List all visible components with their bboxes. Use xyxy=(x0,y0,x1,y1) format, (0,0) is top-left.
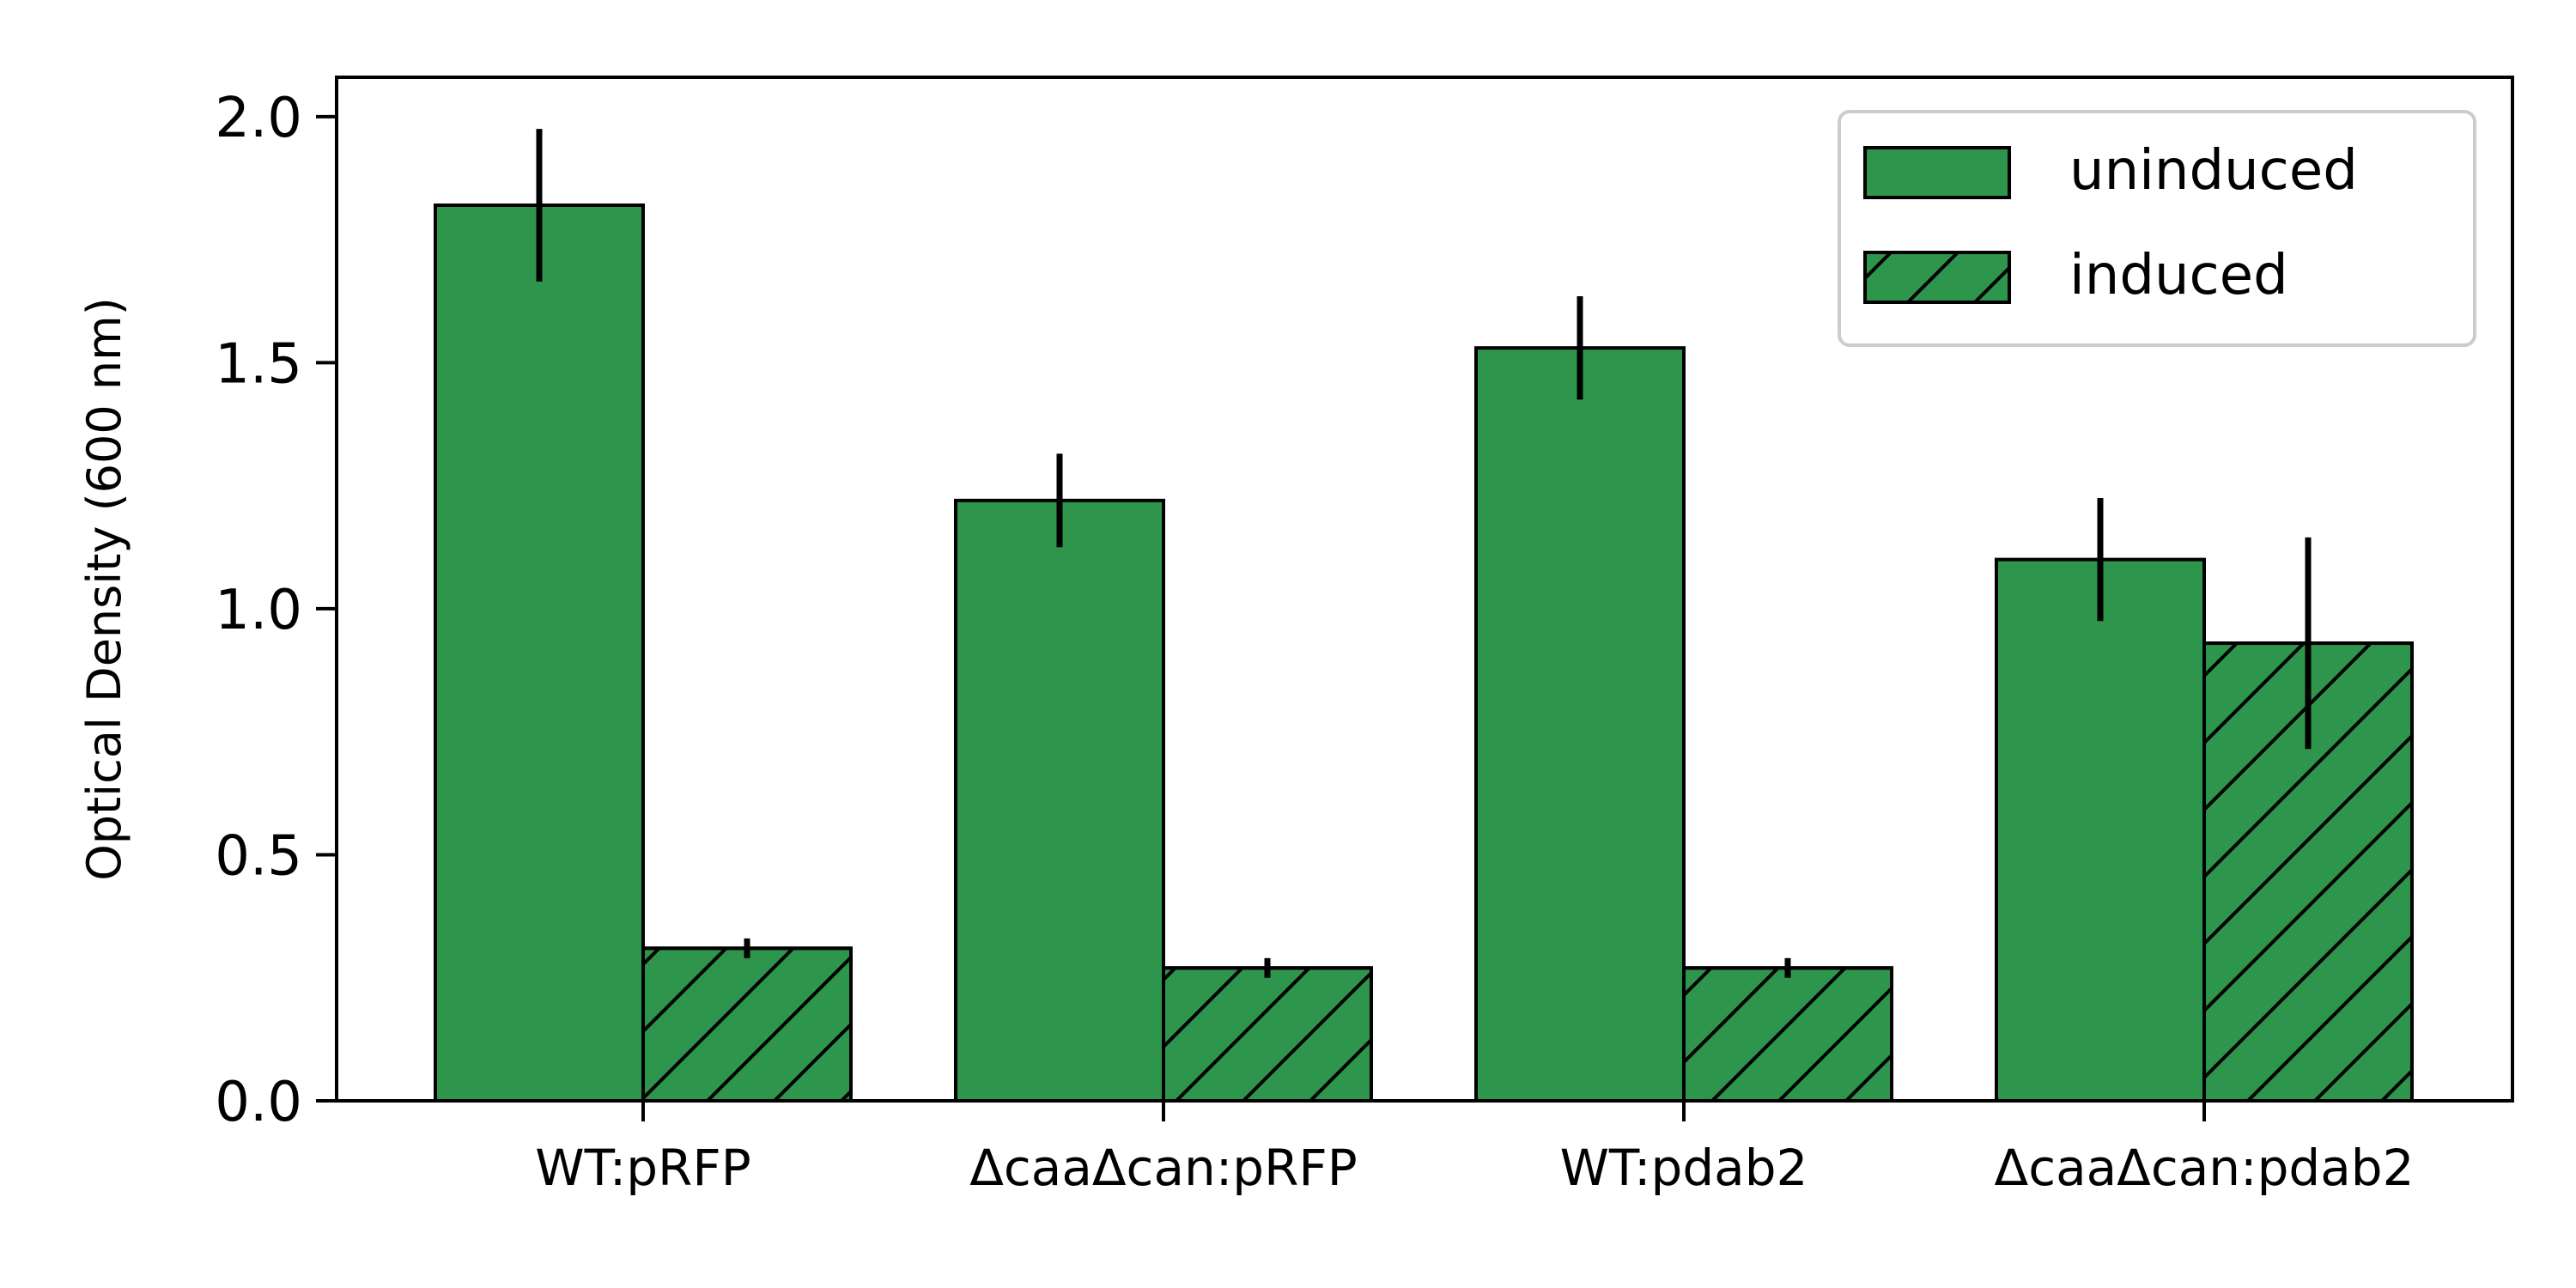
y-tick-label: 2.0 xyxy=(215,87,302,150)
error-bars-layer xyxy=(536,129,2312,978)
bar-hatch-induced-wt-prfp xyxy=(641,946,853,1103)
y-tick-label: 1.0 xyxy=(215,579,302,642)
bar-uninduced-wt-prfp xyxy=(434,204,645,1103)
x-axis: WT:pRFP ΔcaaΔcan:pRFP WT:pdab2 ΔcaaΔcan:pda… xyxy=(535,1101,2414,1197)
bar-uninduced--caa-can-pdab2 xyxy=(1995,557,2206,1103)
bar-hatch-induced-wt-pdab2 xyxy=(1682,966,1893,1103)
y-tick-label: 0.0 xyxy=(215,1071,302,1134)
x-tick-label: WT:pdab2 xyxy=(1560,1139,1808,1197)
x-tick-label: WT:pRFP xyxy=(535,1139,750,1197)
legend-label-induced: induced xyxy=(2069,244,2288,307)
legend-label-uninduced: uninduced xyxy=(2069,139,2358,203)
x-tick-label: ΔcaaΔcan:pdab2 xyxy=(1995,1139,2415,1197)
x-tick-label: ΔcaaΔcan:pRFP xyxy=(969,1139,1358,1197)
legend: uninduced induced xyxy=(1838,110,2476,347)
bar-uninduced-wt-pdab2 xyxy=(1474,346,1686,1103)
y-tick-label: 1.5 xyxy=(215,332,302,396)
bar-hatch-induced--caa-can-prfp xyxy=(1162,966,1373,1103)
legend-swatch-induced-hatch xyxy=(1863,251,2011,304)
y-axis: 0.0 0.5 1.0 1.5 2.0 xyxy=(215,87,337,1134)
bar-uninduced--caa-can-prfp xyxy=(954,498,1165,1103)
y-axis-label: Optical Density (600 nm) xyxy=(77,297,131,881)
plot-frame xyxy=(335,76,2514,1103)
y-tick-label: 0.5 xyxy=(215,824,302,888)
legend-swatch-uninduced xyxy=(1863,146,2011,199)
